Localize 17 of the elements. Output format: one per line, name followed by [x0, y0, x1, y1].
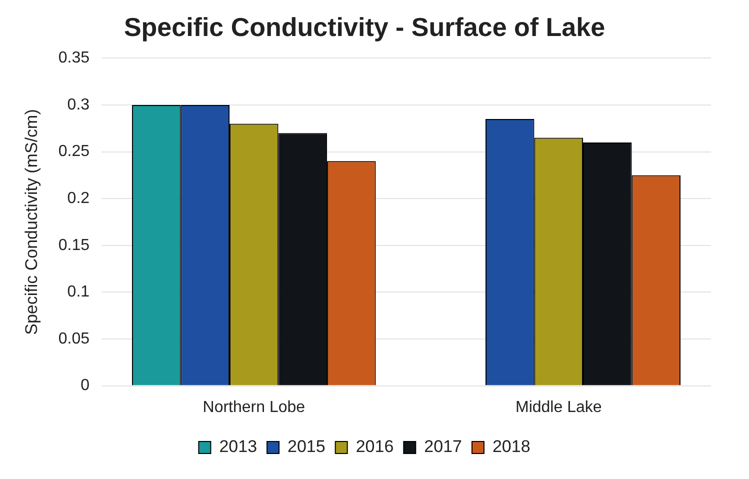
y-tick-label: 0.15	[58, 236, 90, 254]
legend-label: 2016	[356, 437, 394, 456]
chart-title: Specific Conductivity - Surface of Lake	[124, 12, 606, 42]
y-axis-title: Specific Conductivity (mS/cm)	[22, 109, 41, 335]
legend-label: 2018	[492, 437, 530, 456]
y-tick-label: 0.3	[67, 96, 90, 114]
y-tick-label: 0.25	[58, 143, 90, 160]
y-tick-label: 0.35	[58, 50, 90, 67]
legend-label: 2015	[288, 437, 326, 456]
y-tick-label: 0	[80, 377, 90, 394]
legend-label: 2013	[219, 437, 258, 456]
y-tick-label: 0.2	[67, 190, 90, 208]
legend-label: 2017	[424, 437, 462, 456]
x-tick-label: Northern Lobe	[202, 398, 306, 416]
x-tick-label: Middle Lake	[515, 398, 602, 416]
y-tick-label: 0.1	[67, 284, 90, 301]
y-tick-label: 0.05	[58, 330, 90, 348]
